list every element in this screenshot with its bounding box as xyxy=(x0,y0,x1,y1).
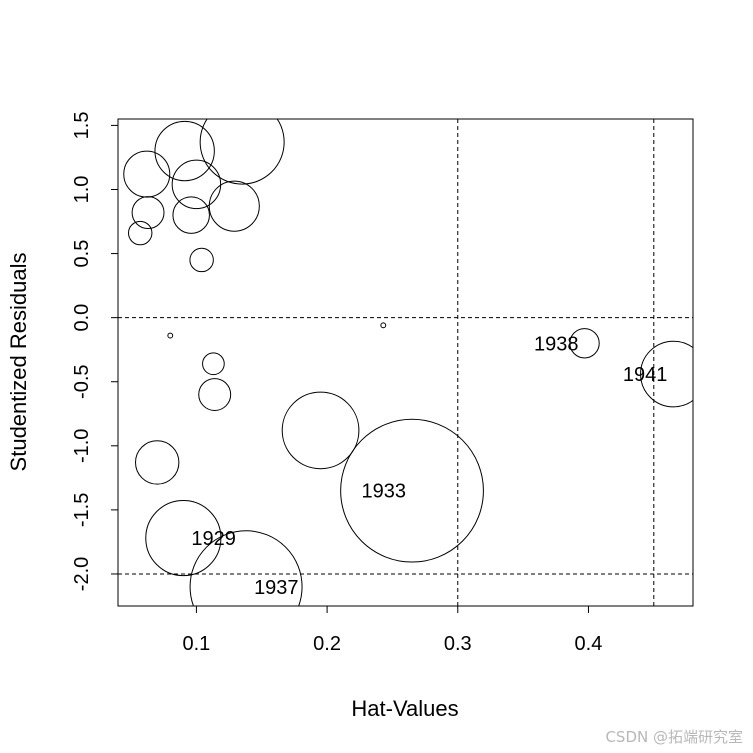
data-point-11 xyxy=(569,328,600,359)
y-tick-label-3: -0.5 xyxy=(71,364,93,398)
y-tick-label-1: -1.5 xyxy=(71,493,93,527)
x-tick-label-2: 0.3 xyxy=(444,633,472,655)
point-label-1933: 1933 xyxy=(362,481,407,503)
data-point-2 xyxy=(123,150,171,198)
data-point-5 xyxy=(172,196,210,234)
point-label-1929: 1929 xyxy=(191,528,236,550)
data-point-13 xyxy=(202,352,225,376)
point-label-1938: 1938 xyxy=(534,333,579,355)
y-tick-label-6: 1.0 xyxy=(71,176,93,204)
x-axis: 0.1 0.2 0.3 0.4 xyxy=(183,605,603,655)
y-tick-label-7: 1.5 xyxy=(71,112,93,140)
data-point-19 xyxy=(189,530,303,606)
x-tick-label-1: 0.2 xyxy=(313,633,341,655)
watermark: CSDN @拓端研究室 xyxy=(605,728,743,746)
point-label-1941: 1941 xyxy=(623,364,668,386)
reference-lines xyxy=(118,119,693,606)
y-axis-title: Studentized Residuals xyxy=(6,253,31,472)
data-point-10 xyxy=(380,322,387,329)
data-point-12 xyxy=(640,340,693,408)
x-tick-label-3: 0.4 xyxy=(575,633,603,655)
point-labels: 1938 1941 1933 1929 1937 xyxy=(191,333,667,599)
data-point-18 xyxy=(145,500,222,577)
data-point-0 xyxy=(154,120,215,182)
y-tick-label-2: -1.0 xyxy=(71,429,93,463)
y-tick-label-4: 0.0 xyxy=(71,304,93,332)
point-label-1937: 1937 xyxy=(254,577,299,599)
data-point-16 xyxy=(135,440,180,485)
data-point-8 xyxy=(189,247,214,273)
data-points xyxy=(123,119,693,606)
x-axis-title: Hat-Values xyxy=(351,696,458,721)
data-point-14 xyxy=(198,378,232,412)
data-point-1 xyxy=(199,119,285,185)
y-tick-label-0: -2.0 xyxy=(71,557,93,591)
data-point-7 xyxy=(128,220,153,246)
data-point-9 xyxy=(167,332,174,339)
x-tick-label-0: 0.1 xyxy=(183,633,211,655)
data-point-6 xyxy=(208,180,260,232)
data-point-4 xyxy=(131,196,165,230)
data-point-3 xyxy=(171,159,222,210)
y-axis: -2.0 -1.5 -1.0 -0.5 0.0 0.5 1.0 1.5 xyxy=(71,112,119,591)
data-point-15 xyxy=(281,391,360,470)
data-point-17 xyxy=(340,418,484,563)
y-tick-label-5: 0.5 xyxy=(71,240,93,268)
